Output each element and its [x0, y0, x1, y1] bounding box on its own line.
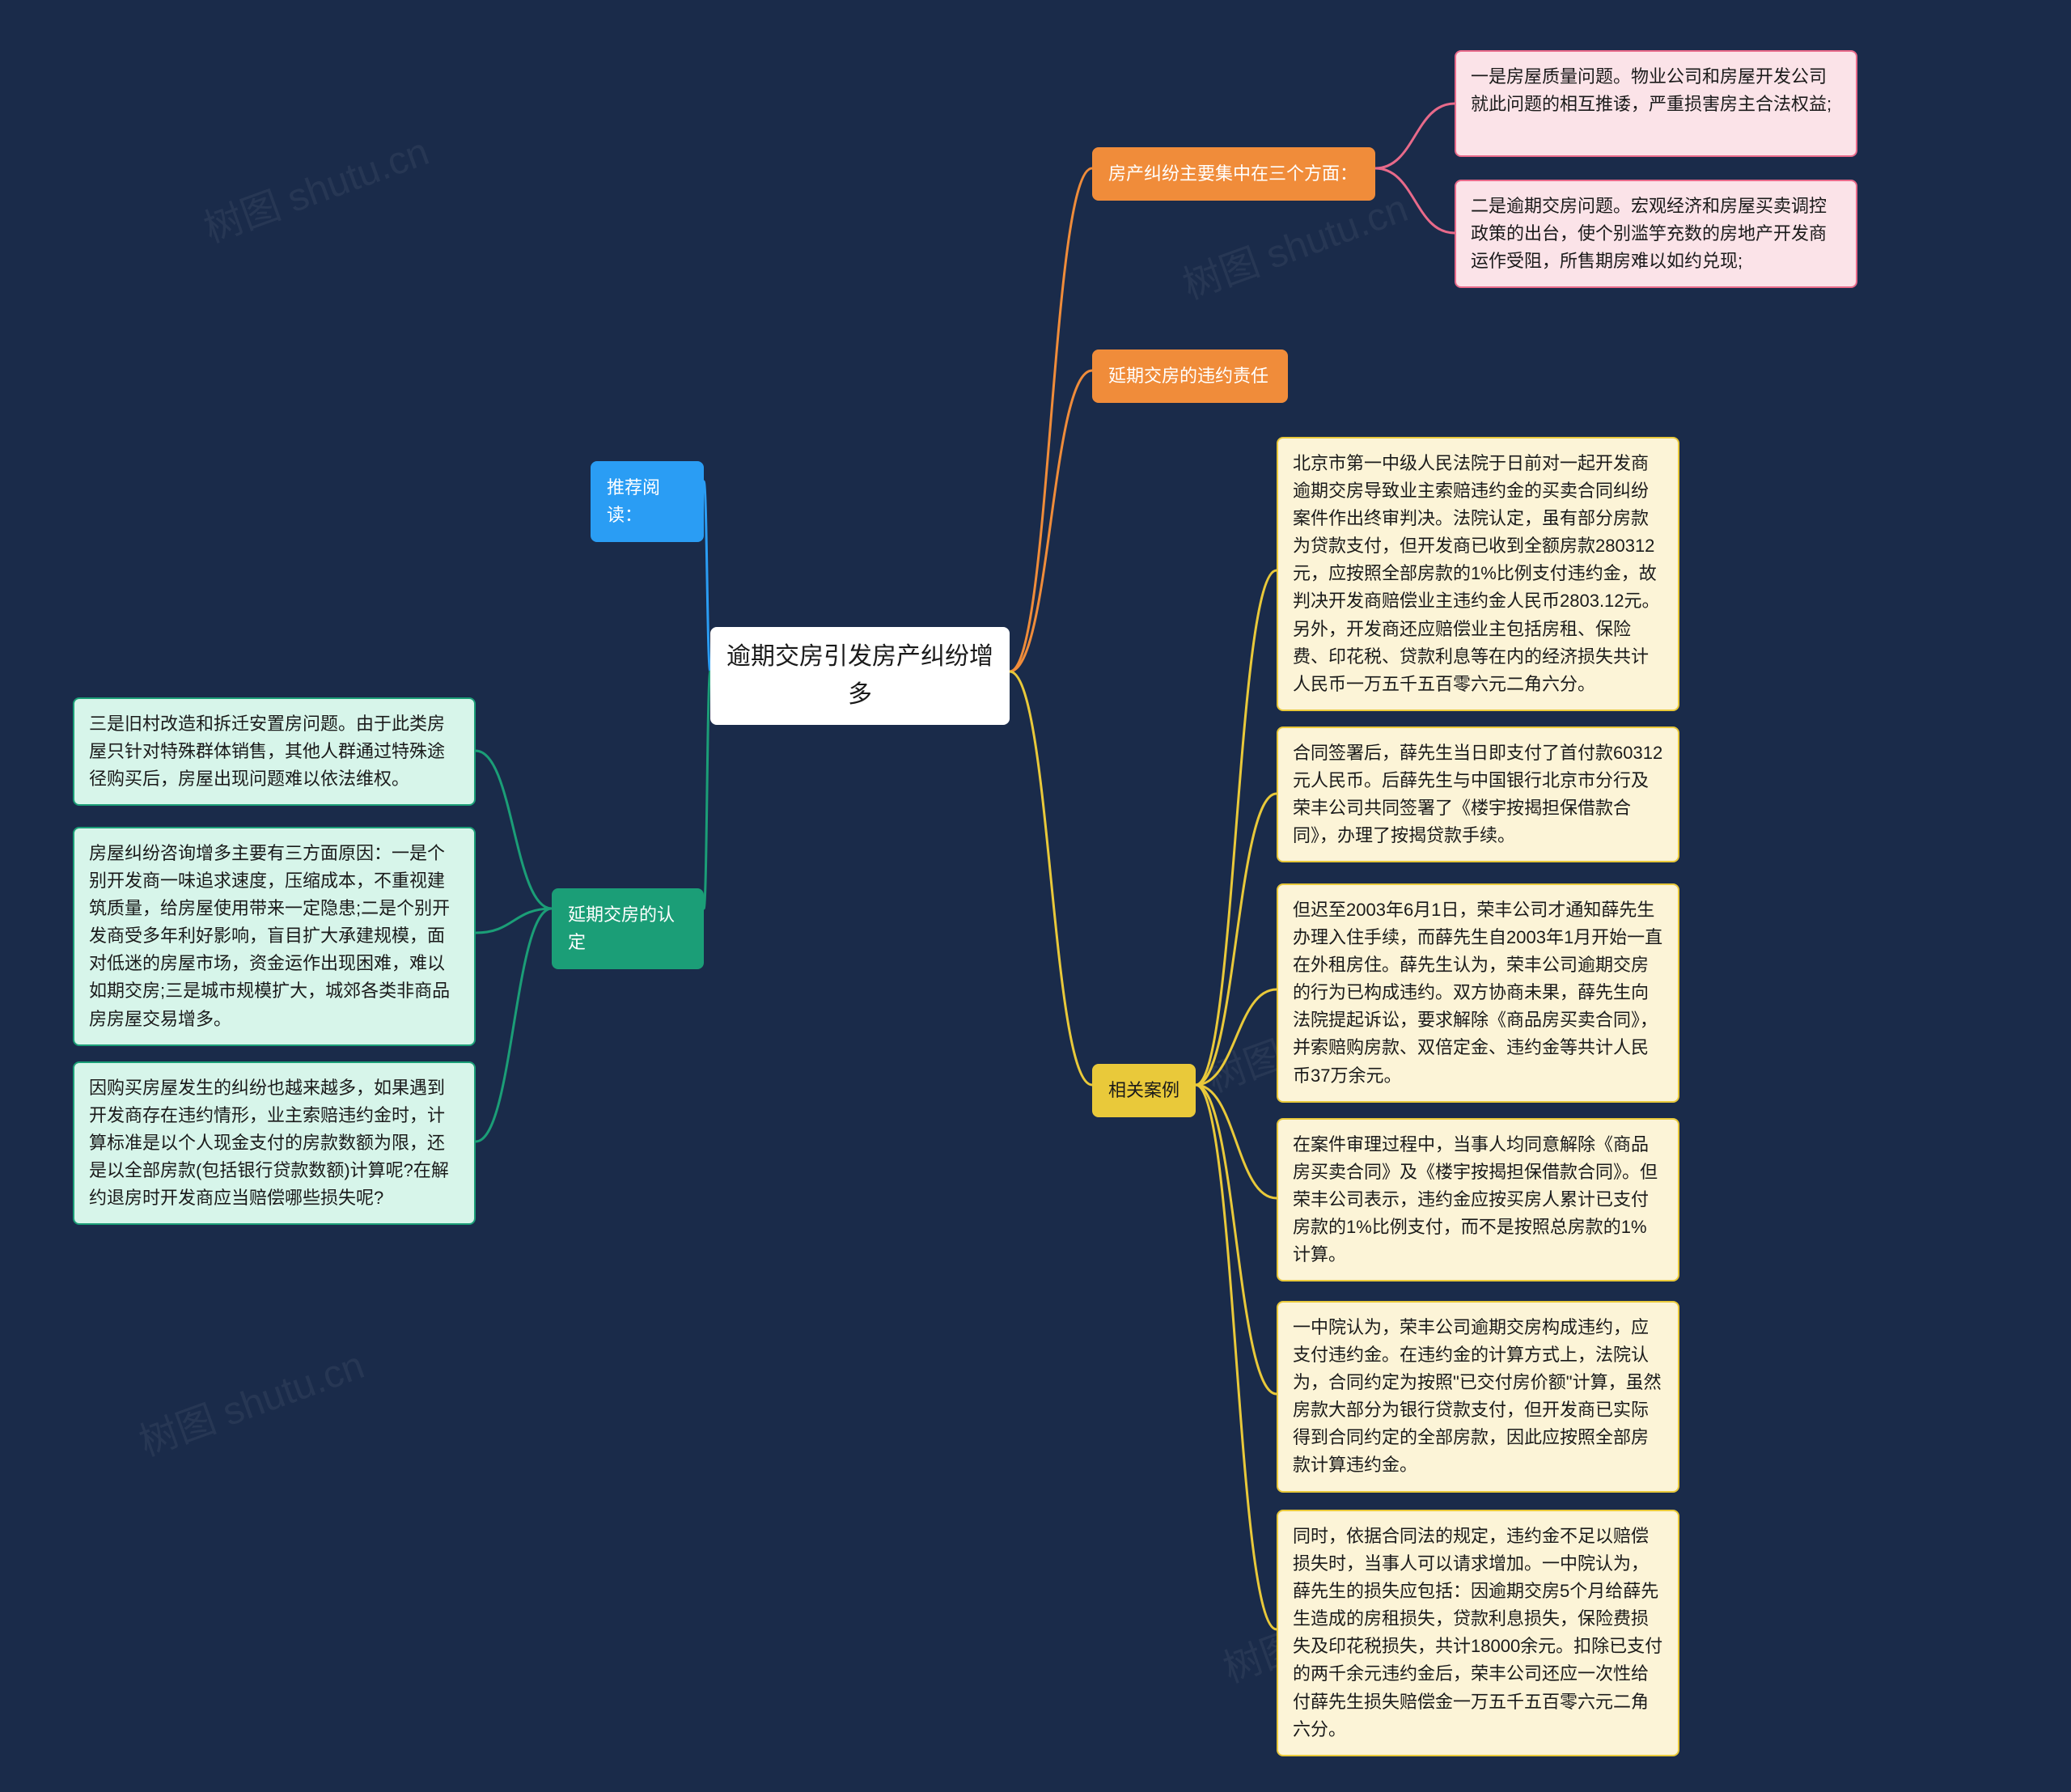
node-rd3: 因购买房屋发生的纠纷也越来越多，如果遇到开发商存在违约情形，业主索赔违约金时，计…	[73, 1061, 476, 1225]
edge-root-rd	[704, 671, 710, 909]
edge-b1-b1a	[1375, 104, 1455, 168]
node-b3: 相关案例	[1092, 1064, 1196, 1117]
node-b1a: 一是房屋质量问题。物业公司和房屋开发公司就此问题的相互推诿，严重损害房主合法权益…	[1455, 50, 1857, 157]
edge-rd-rd3	[476, 909, 552, 1142]
edge-b1-b1b	[1375, 168, 1455, 233]
node-b2: 延期交房的违约责任	[1092, 350, 1288, 403]
edge-b3-c6	[1196, 1085, 1277, 1629]
node-rec: 推荐阅读：	[591, 461, 704, 542]
node-c4: 在案件审理过程中，当事人均同意解除《商品房买卖合同》及《楼宇按揭担保借款合同》。…	[1277, 1118, 1679, 1282]
node-rd2: 房屋纠纷咨询增多主要有三方面原因：一是个别开发商一味追求速度，压缩成本，不重视建…	[73, 827, 476, 1046]
node-rd: 延期交房的认定	[552, 888, 704, 969]
node-c6: 同时，依据合同法的规定，违约金不足以赔偿损失时，当事人可以请求增加。一中院认为，…	[1277, 1510, 1679, 1756]
node-b1: 房产纠纷主要集中在三个方面：	[1092, 147, 1375, 201]
node-c2: 合同签署后，薛先生当日即支付了首付款60312元人民币。后薛先生与中国银行北京市…	[1277, 727, 1679, 862]
node-c1: 北京市第一中级人民法院于日前对一起开发商逾期交房导致业主索赔违约金的买卖合同纠纷…	[1277, 437, 1679, 711]
node-rd1: 三是旧村改造和拆迁安置房问题。由于此类房屋只针对特殊群体销售，其他人群通过特殊途…	[73, 697, 476, 806]
node-root: 逾期交房引发房产纠纷增多	[710, 627, 1010, 725]
edge-b3-c1	[1196, 570, 1277, 1085]
node-b1b: 二是逾期交房问题。宏观经济和房屋买卖调控政策的出台，使个别滥竽充数的房地产开发商…	[1455, 180, 1857, 288]
edge-root-b3	[1010, 671, 1092, 1085]
node-c5: 一中院认为，荣丰公司逾期交房构成违约，应支付违约金。在违约金的计算方式上，法院认…	[1277, 1301, 1679, 1493]
node-c3: 但迟至2003年6月1日，荣丰公司才通知薛先生办理入住手续，而薛先生自2003年…	[1277, 883, 1679, 1103]
edge-rd-rd2	[476, 909, 552, 933]
edge-root-b1	[1010, 168, 1092, 671]
edge-root-rec	[704, 481, 710, 671]
edge-rd-rd1	[476, 751, 552, 909]
